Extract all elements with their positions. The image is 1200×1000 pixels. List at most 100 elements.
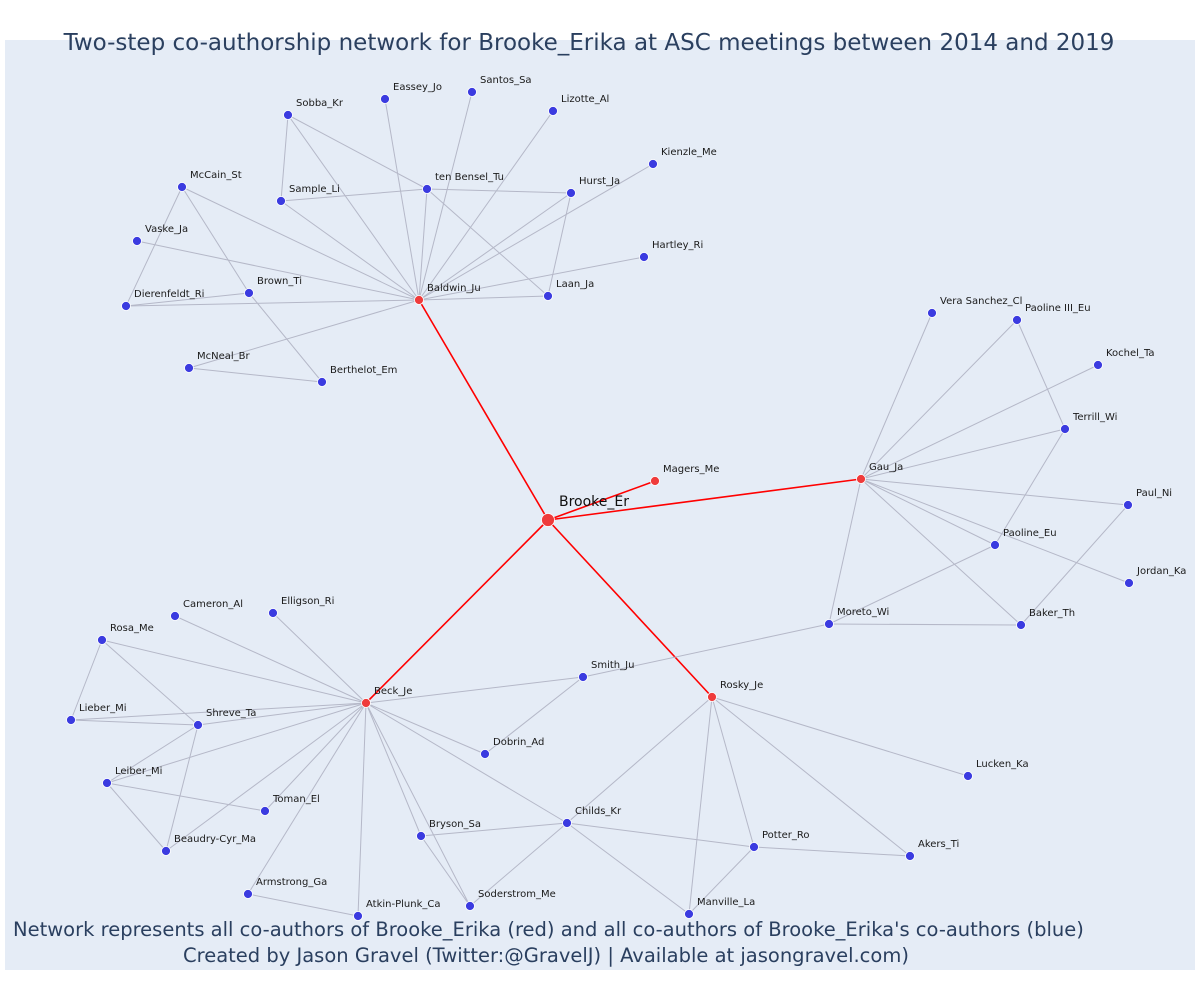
node-toman-el[interactable]	[260, 806, 270, 816]
node-terrill-wi[interactable]	[1060, 424, 1070, 434]
node-label-mccain-st: McCain_St	[190, 170, 242, 181]
edge-gau-ja-vera-sanchez-cl	[860, 312, 933, 480]
node-manville-la[interactable]	[684, 909, 694, 919]
edge-ten-bensel-tu-hurst-ja	[426, 188, 572, 194]
node-sample-li[interactable]	[276, 196, 286, 206]
node-santos-sa[interactable]	[467, 87, 477, 97]
edge-beck-je-elligson-ri	[272, 612, 367, 704]
node-dierenfeldt-ri[interactable]	[121, 301, 131, 311]
node-potter-ro[interactable]	[749, 842, 759, 852]
node-baldwin-ju[interactable]	[414, 295, 424, 305]
node-label-kienzle-me: Kienzle_Me	[661, 147, 717, 158]
node-paoline-iii-eu[interactable]	[1012, 315, 1022, 325]
edge-sobba-kr-sample-li	[280, 114, 289, 202]
edge-baldwin-ju-mcneal-br	[188, 299, 420, 369]
edge-beck-je-atkin-plunk-ca	[357, 702, 367, 917]
node-paoline-eu[interactable]	[990, 540, 1000, 550]
node-label-sobba-kr: Sobba_Kr	[296, 98, 344, 109]
node-label-terrill-wi: Terrill_Wi	[1072, 412, 1117, 423]
node-label-beaudry-cyr-ma: Beaudry-Cyr_Ma	[174, 834, 256, 845]
node-berthelot-em[interactable]	[317, 377, 327, 387]
node-jordan-ka[interactable]	[1124, 578, 1134, 588]
node-label-potter-ro: Potter_Ro	[762, 830, 810, 841]
edge-baldwin-ju-sobba-kr	[287, 114, 420, 301]
node-vera-sanchez-cl[interactable]	[927, 308, 937, 318]
node-leiber-mi[interactable]	[102, 778, 112, 788]
node-lieber-mi[interactable]	[66, 715, 76, 725]
node-gau-ja[interactable]	[856, 474, 866, 484]
node-brooke-er[interactable]	[541, 513, 555, 527]
node-atkin-plunk-ca[interactable]	[353, 911, 363, 921]
edge-beck-je-dobrin-ad	[365, 702, 486, 755]
edge-beck-je-rosa-me	[101, 639, 367, 704]
node-lizotte-al[interactable]	[548, 106, 558, 116]
edge-armstrong-ga-atkin-plunk-ca	[247, 893, 359, 917]
node-paul-ni[interactable]	[1123, 500, 1133, 510]
edge-baldwin-ju-ten-bensel-tu	[418, 188, 428, 301]
node-label-baker-th: Baker_Th	[1029, 608, 1075, 619]
node-label-eassey-jo: Eassey_Jo	[393, 82, 442, 93]
node-kienzle-me[interactable]	[648, 159, 658, 169]
node-eassey-jo[interactable]	[380, 94, 390, 104]
edge-childs-kr-potter-ro	[566, 822, 755, 848]
node-hurst-ja[interactable]	[566, 188, 576, 198]
edge-mccain-st-brown-ti	[181, 186, 250, 294]
node-label-rosa-me: Rosa_Me	[110, 623, 154, 634]
edge-beck-je-armstrong-ga	[247, 702, 367, 895]
node-sobba-kr[interactable]	[283, 110, 293, 120]
node-label-baldwin-ju: Baldwin_Ju	[427, 283, 481, 294]
node-baker-th[interactable]	[1016, 620, 1026, 630]
node-kochel-ta[interactable]	[1093, 360, 1103, 370]
node-elligson-ri[interactable]	[268, 608, 278, 618]
edge-baldwin-ju-lizotte-al	[418, 110, 554, 301]
node-mccain-st[interactable]	[177, 182, 187, 192]
node-label-berthelot-em: Berthelot_Em	[330, 365, 397, 376]
edge-bryson-sa-childs-kr	[420, 822, 568, 837]
node-bryson-sa[interactable]	[416, 831, 426, 841]
node-label-ten-bensel-tu: ten Bensel_Tu	[435, 172, 504, 183]
edge-baldwin-ju-eassey-jo	[384, 98, 420, 301]
chart-title: Two-step co-authorship network for Brook…	[63, 30, 1115, 56]
node-childs-kr[interactable]	[562, 818, 572, 828]
edge-gau-ja-baker-th	[860, 478, 1022, 626]
edge-shreve-ta-beaudry-cyr-ma	[165, 724, 199, 852]
node-laan-ja[interactable]	[543, 291, 553, 301]
node-magers-me[interactable]	[650, 476, 660, 486]
edge-rosky-je-lucken-ka	[711, 696, 969, 777]
node-beaudry-cyr-ma[interactable]	[161, 846, 171, 856]
node-smith-ju[interactable]	[578, 672, 588, 682]
node-label-hartley-ri: Hartley_Ri	[652, 240, 703, 251]
edge-beck-je-bryson-sa	[365, 702, 422, 837]
edge-beck-je-toman-el	[264, 702, 367, 812]
node-label-laan-ja: Laan_Ja	[556, 279, 594, 290]
edge-rosa-me-lieber-mi	[70, 639, 103, 721]
node-cameron-al[interactable]	[170, 611, 180, 621]
node-ten-bensel-tu[interactable]	[422, 184, 432, 194]
node-beck-je[interactable]	[361, 698, 371, 708]
edge-paul-ni-baker-th	[1020, 504, 1129, 626]
node-rosa-me[interactable]	[97, 635, 107, 645]
edge-baldwin-ju-santos-sa	[418, 91, 473, 301]
node-dobrin-ad[interactable]	[480, 749, 490, 759]
node-label-toman-el: Toman_El	[272, 794, 320, 805]
node-brown-ti[interactable]	[244, 288, 254, 298]
edge-leiber-mi-toman-el	[106, 782, 266, 812]
node-akers-ti[interactable]	[905, 851, 915, 861]
node-moreto-wi[interactable]	[824, 619, 834, 629]
node-label-mcneal-br: McNeal_Br	[197, 351, 251, 362]
node-hartley-ri[interactable]	[639, 252, 649, 262]
node-mcneal-br[interactable]	[184, 363, 194, 373]
node-label-childs-kr: Childs_Kr	[575, 806, 622, 817]
edge-baldwin-ju-hurst-ja	[418, 192, 572, 301]
node-label-paoline-eu: Paoline_Eu	[1003, 528, 1057, 539]
edge-smith-ju-dobrin-ad	[484, 676, 584, 755]
node-lucken-ka[interactable]	[963, 771, 973, 781]
edge-brooke-er-beck-je	[365, 519, 549, 704]
node-armstrong-ga[interactable]	[243, 889, 253, 899]
node-rosky-je[interactable]	[707, 692, 717, 702]
edge-rosky-je-childs-kr	[566, 696, 713, 824]
node-soderstrom-me[interactable]	[465, 901, 475, 911]
node-shreve-ta[interactable]	[193, 720, 203, 730]
node-vaske-ja[interactable]	[132, 236, 142, 246]
